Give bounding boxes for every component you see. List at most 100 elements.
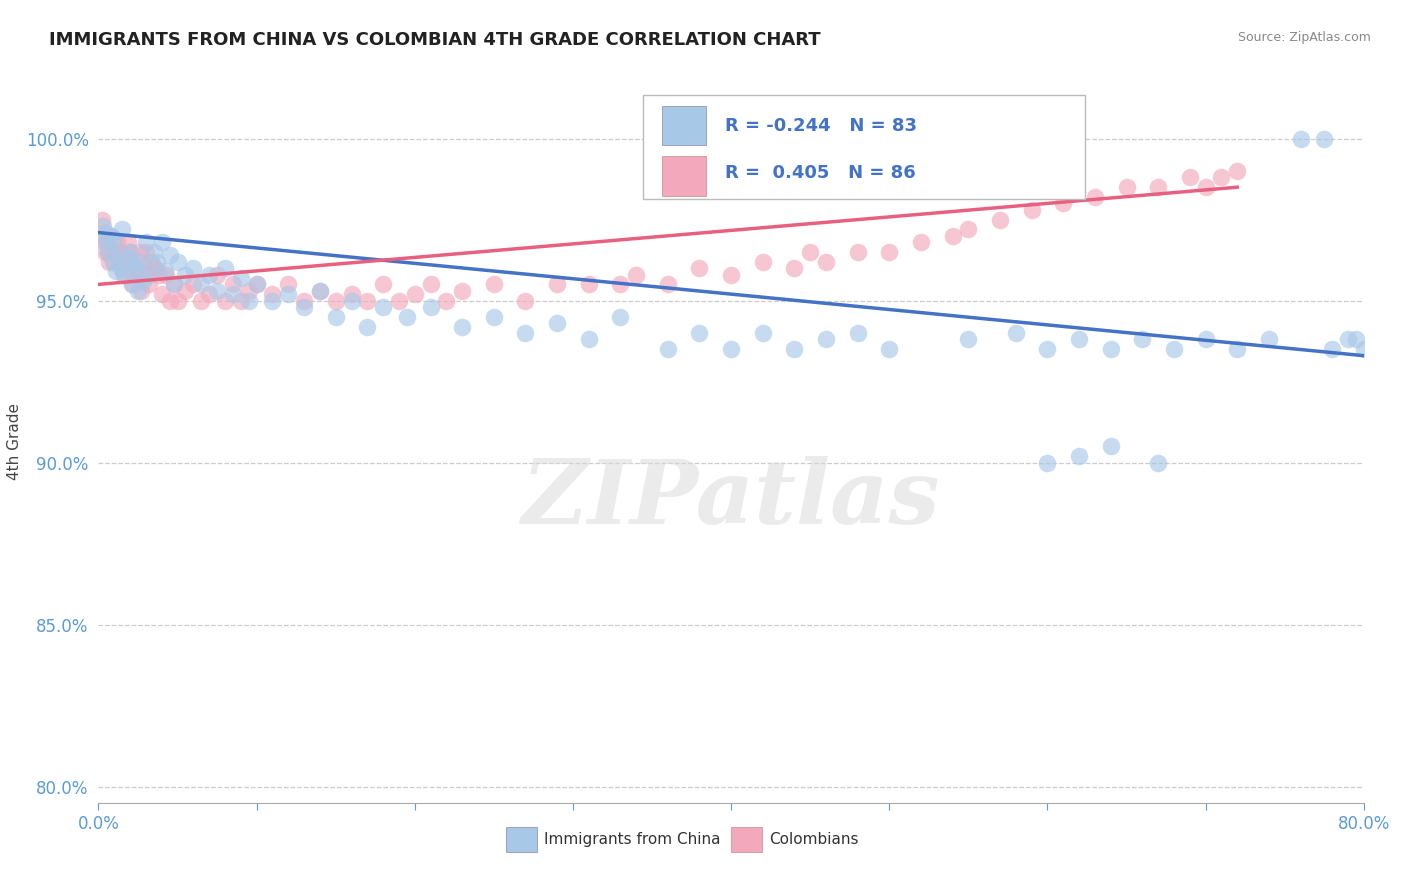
Point <box>150 235 173 250</box>
Point <box>515 326 537 340</box>
Point <box>957 222 980 236</box>
Point <box>104 245 127 260</box>
Point <box>125 261 148 276</box>
Point <box>371 277 394 292</box>
Point <box>122 268 145 282</box>
Point <box>1337 333 1360 347</box>
Point <box>814 254 837 268</box>
Point <box>720 268 742 282</box>
Point <box>325 293 347 308</box>
Point <box>129 254 152 268</box>
Point <box>578 277 600 292</box>
Point <box>720 342 742 356</box>
Point <box>246 277 269 292</box>
Point <box>688 326 710 340</box>
Point <box>1084 190 1107 204</box>
Point <box>846 326 869 340</box>
Point <box>229 293 252 308</box>
Point <box>166 254 188 268</box>
Point <box>1226 342 1249 356</box>
Point <box>1099 342 1122 356</box>
Point <box>1226 164 1249 178</box>
Point <box>1147 456 1170 470</box>
Point <box>127 284 149 298</box>
Point <box>150 287 173 301</box>
Point <box>340 293 363 308</box>
Point <box>229 271 252 285</box>
Point <box>205 268 228 282</box>
Point <box>198 268 221 282</box>
Point <box>1036 342 1059 356</box>
Point <box>688 261 710 276</box>
Point <box>163 277 186 292</box>
Point <box>515 293 537 308</box>
Point <box>292 293 315 308</box>
Point <box>277 277 299 292</box>
Point <box>1195 333 1218 347</box>
Point <box>222 287 245 301</box>
Point <box>214 293 236 308</box>
Point <box>942 228 965 243</box>
Point <box>783 342 806 356</box>
Point <box>107 248 129 262</box>
Point <box>153 264 176 278</box>
Point <box>183 277 205 292</box>
Text: IMMIGRANTS FROM CHINA VS COLOMBIAN 4TH GRADE CORRELATION CHART: IMMIGRANTS FROM CHINA VS COLOMBIAN 4TH G… <box>49 31 821 49</box>
Point <box>309 284 332 298</box>
Point <box>609 277 631 292</box>
Point <box>309 284 332 298</box>
Point <box>103 235 125 250</box>
Point <box>482 277 505 292</box>
Point <box>356 293 378 308</box>
Point <box>198 287 221 301</box>
Point <box>101 254 124 268</box>
Point <box>96 235 118 250</box>
Point <box>120 245 141 260</box>
Point <box>1052 196 1074 211</box>
Point <box>277 287 299 301</box>
Point <box>127 268 149 282</box>
Point <box>205 284 228 298</box>
Point <box>190 277 212 292</box>
Point <box>1178 170 1201 185</box>
Point <box>1313 131 1336 145</box>
Point <box>91 219 114 233</box>
Point <box>128 245 150 260</box>
Point <box>135 235 157 250</box>
Point <box>120 245 141 260</box>
Point <box>115 254 138 268</box>
Point <box>1130 333 1153 347</box>
Text: Colombians: Colombians <box>769 832 859 847</box>
Point <box>107 235 129 250</box>
Point <box>100 228 122 243</box>
Point <box>142 261 165 276</box>
Point <box>1322 342 1344 356</box>
Point <box>93 235 117 250</box>
Point <box>751 254 773 268</box>
Point <box>910 235 932 250</box>
Text: Immigrants from China: Immigrants from China <box>544 832 721 847</box>
Point <box>114 268 136 282</box>
Point <box>356 319 378 334</box>
Point <box>115 252 138 266</box>
Point <box>112 268 135 282</box>
Point <box>1115 180 1137 194</box>
Point <box>90 212 112 227</box>
Point <box>482 310 505 324</box>
Point <box>246 277 269 292</box>
Point <box>1257 333 1279 347</box>
Point <box>1289 131 1312 145</box>
Point <box>657 277 679 292</box>
Point <box>97 245 120 260</box>
Point <box>846 245 869 260</box>
FancyBboxPatch shape <box>661 156 706 196</box>
Point <box>1353 342 1375 356</box>
Point <box>183 261 205 276</box>
Y-axis label: 4th Grade: 4th Grade <box>7 403 22 480</box>
Point <box>609 310 631 324</box>
Text: Source: ZipAtlas.com: Source: ZipAtlas.com <box>1237 31 1371 45</box>
Point <box>122 258 145 272</box>
Point <box>97 245 120 260</box>
Point <box>110 261 132 276</box>
Point <box>783 261 806 276</box>
